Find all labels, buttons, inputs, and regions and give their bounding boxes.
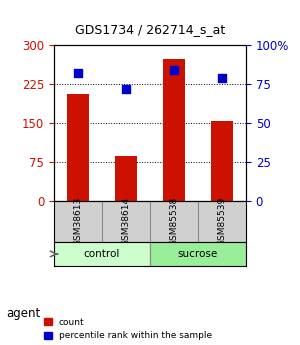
Text: agent: agent xyxy=(6,307,40,321)
Point xyxy=(220,75,224,80)
FancyBboxPatch shape xyxy=(54,242,150,266)
Text: GSM38613: GSM38613 xyxy=(74,197,82,246)
Text: GSM85538: GSM85538 xyxy=(169,197,178,246)
FancyBboxPatch shape xyxy=(150,242,246,266)
Bar xyxy=(211,120,233,201)
Point xyxy=(76,70,80,76)
Bar xyxy=(115,156,137,201)
Point xyxy=(172,67,176,73)
Bar xyxy=(163,59,185,201)
Text: control: control xyxy=(84,249,120,259)
Text: sucrose: sucrose xyxy=(178,249,218,259)
Text: GSM85539: GSM85539 xyxy=(218,197,226,246)
Bar xyxy=(67,95,89,201)
Legend: count, percentile rank within the sample: count, percentile rank within the sample xyxy=(44,318,212,341)
Point xyxy=(124,86,128,91)
Text: GSM38614: GSM38614 xyxy=(122,197,130,246)
Text: GDS1734 / 262714_s_at: GDS1734 / 262714_s_at xyxy=(75,23,225,36)
